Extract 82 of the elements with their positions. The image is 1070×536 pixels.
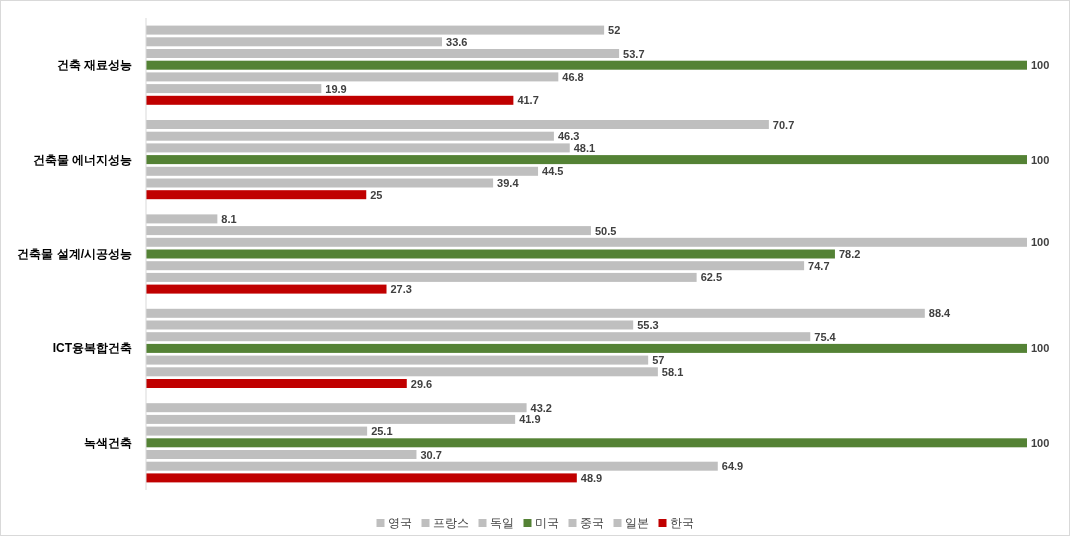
bar: [146, 49, 620, 58]
bar: [146, 131, 554, 141]
y-tick-label: 건축물 설계/시공성능: [17, 247, 132, 261]
data-label: 46.3: [557, 130, 580, 143]
bar: [146, 426, 368, 436]
bar: [146, 450, 417, 459]
data-label: 70.7: [772, 118, 795, 131]
data-label: 64.9: [721, 460, 744, 473]
data-label: 27.3: [390, 283, 412, 296]
data-label: 100: [1031, 59, 1050, 72]
bar: [146, 249, 835, 259]
data-label: 52: [608, 24, 621, 37]
bar: [146, 143, 570, 153]
bar: [146, 178, 494, 188]
bar: [146, 438, 1027, 448]
data-label: 43.2: [530, 401, 553, 414]
bar: [146, 403, 527, 413]
data-label: 78.2: [838, 248, 861, 260]
bar: [146, 155, 1027, 165]
data-label: 62.5: [700, 271, 723, 284]
data-label: 58.1: [661, 365, 684, 378]
y-tick-label: ICT융복합건축: [52, 341, 132, 356]
data-label: 100: [1031, 153, 1050, 166]
data-label: 41.7: [517, 94, 539, 107]
data-label: 100: [1031, 236, 1050, 249]
data-label: 48.9: [580, 471, 603, 484]
bar: [146, 25, 605, 35]
bar: [146, 343, 1027, 353]
bar: [146, 284, 387, 294]
bar: [146, 95, 514, 105]
bar: [146, 72, 559, 82]
bar: [146, 308, 925, 318]
bar: [146, 37, 443, 47]
bar: [146, 367, 658, 377]
data-label: 44.5: [542, 165, 564, 178]
data-label: 25: [370, 188, 383, 201]
data-label: 53.7: [623, 47, 645, 60]
legend-label: 중국: [579, 516, 604, 530]
bar: [146, 355, 649, 365]
y-tick-label: 건축 재료성능: [56, 58, 132, 73]
bar: [146, 226, 591, 236]
legend-label: 한국: [669, 516, 694, 530]
data-label: 57: [652, 354, 665, 367]
legend-label: 영국: [387, 516, 412, 530]
data-label: 100: [1031, 342, 1050, 355]
legend-label: 독일: [489, 516, 514, 530]
data-label: 48.1: [573, 141, 596, 154]
data-label: 39.4: [497, 177, 520, 189]
data-label: 74.7: [808, 259, 830, 272]
data-label: 46.8: [562, 70, 584, 83]
bar: [146, 332, 811, 342]
bar: [146, 414, 516, 424]
data-label: 100: [1031, 436, 1050, 449]
data-label: 41.9: [519, 413, 541, 426]
data-label: 19.9: [325, 82, 347, 95]
data-label: 75.4: [814, 330, 837, 343]
data-label: 30.7: [420, 448, 442, 461]
bar: [146, 473, 577, 483]
bar: [146, 60, 1027, 70]
bar: [146, 261, 805, 271]
legend-label: 미국: [534, 516, 559, 530]
bar: [146, 272, 697, 282]
data-label: 88.4: [928, 307, 952, 320]
data-label: 29.6: [410, 377, 433, 390]
bar: [146, 320, 634, 330]
legend-label: 일본: [624, 516, 649, 530]
y-tick-label: 건축물 에너지성능: [32, 152, 132, 167]
data-label: 33.6: [446, 35, 468, 48]
bar: [146, 379, 407, 388]
bar: [146, 84, 322, 94]
bar: [146, 461, 718, 471]
bar: [146, 214, 218, 224]
bar: [146, 120, 769, 129]
data-label: 50.5: [594, 224, 617, 237]
y-tick-label: 녹색건축: [84, 435, 132, 450]
data-label: 55.3: [637, 319, 659, 331]
legend-label: 프랑스: [432, 516, 469, 530]
bar: [146, 190, 367, 200]
bar: [146, 237, 1027, 247]
data-label: 25.1: [371, 425, 393, 438]
data-label: 8.1: [221, 212, 237, 225]
bar: [146, 166, 539, 176]
